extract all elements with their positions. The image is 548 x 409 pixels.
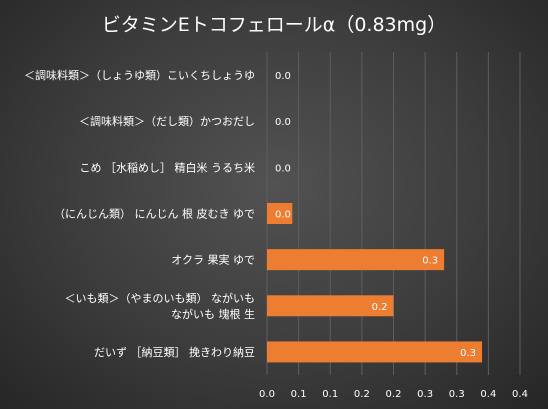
- chart-title: ビタミンEトコフェロールα（0.83mg）: [102, 14, 446, 36]
- gridlines: [266, 52, 521, 375]
- data-labels: 0.0 0.0 0.0 0.0 0.3 0.2 0.3: [275, 71, 476, 359]
- bar: [267, 249, 445, 271]
- category-label: （にんじん類） にんじん 根 皮むき ゆで: [54, 207, 255, 221]
- data-label: 0.0: [275, 71, 291, 82]
- data-label: 0.3: [422, 256, 438, 267]
- x-tick-label: 0.1: [291, 389, 307, 400]
- category-label: だいず ［納豆類］ 挽きわり納豆: [94, 345, 255, 359]
- category-label: ＜調味料類＞（だし類）かつおだし: [79, 114, 255, 128]
- category-label: ＜いも類＞（やまのいも類） ながいもながいも 塊根 生: [65, 291, 256, 321]
- x-tick-label: 0.3: [449, 389, 465, 400]
- bar: [267, 203, 293, 224]
- category-label: こめ ［水稲めし］ 精白米 うるち米: [80, 160, 256, 174]
- x-tick-label: 0.4: [512, 389, 528, 400]
- data-label: 0.0: [275, 163, 291, 174]
- x-axis-ticks: 0.0 0.1 0.1 0.2 0.2 0.3 0.3 0.4 0.4: [259, 389, 528, 400]
- bars: [267, 203, 483, 363]
- bar: [267, 295, 394, 317]
- bar: [267, 341, 483, 363]
- category-label: オクラ 果実 ゆで: [171, 253, 255, 267]
- data-label: 0.0: [275, 117, 291, 128]
- x-tick-label: 0.4: [480, 389, 496, 400]
- x-tick-label: 0.1: [322, 389, 338, 400]
- x-tick-label: 0.2: [386, 389, 402, 400]
- x-tick-label: 0.0: [259, 389, 275, 400]
- x-tick-label: 0.2: [354, 389, 370, 400]
- data-label: 0.3: [460, 348, 476, 359]
- x-tick-label: 0.3: [417, 389, 433, 400]
- data-label: 0.2: [372, 302, 388, 313]
- category-labels: ＜調味料類＞（しょうゆ類）こいくちしょうゆ ＜調味料類＞（だし類）かつおだしこめ …: [24, 68, 255, 359]
- category-label: ＜調味料類＞（しょうゆ類）こいくちしょうゆ: [24, 68, 255, 82]
- data-label: 0.0: [275, 210, 291, 221]
